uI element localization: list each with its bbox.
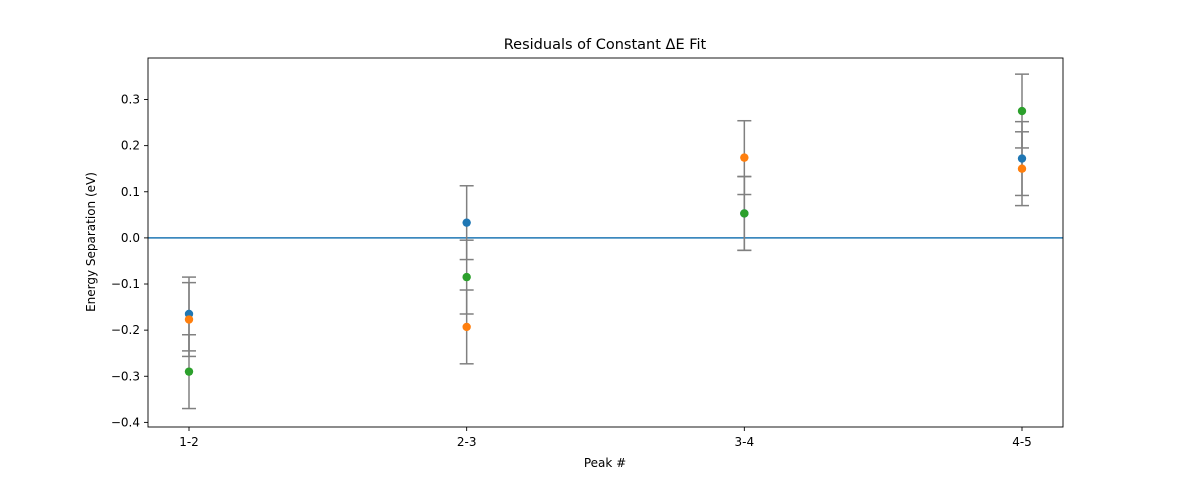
y-axis-label: Energy Separation (eV) bbox=[84, 172, 98, 312]
data-point bbox=[462, 322, 471, 332]
y-tick-label: −0.2 bbox=[111, 323, 140, 337]
x-axis-label: Peak # bbox=[584, 456, 626, 470]
chart-title: Residuals of Constant ΔE Fit bbox=[504, 37, 707, 53]
y-tick-label: −0.4 bbox=[111, 415, 140, 429]
y-tick-label: 0.0 bbox=[121, 231, 140, 245]
data-point bbox=[184, 315, 194, 324]
plot-frame bbox=[147, 57, 1064, 428]
data-point bbox=[462, 218, 471, 227]
y-tick-label: 0.1 bbox=[121, 185, 140, 199]
x-tick-label: 3-4 bbox=[735, 435, 755, 449]
y-tick-label: 0.2 bbox=[121, 139, 140, 153]
y-tick-label: 0.3 bbox=[121, 93, 140, 107]
plot-area: −0.4 −0.3 −0.2 −0.1 0.0 0.1 0.2 0.3 1-2 2-3 3-4 4-5 bbox=[111, 57, 1064, 449]
data-point bbox=[740, 153, 749, 162]
data-point bbox=[740, 209, 749, 218]
x-tick-label: 1-2 bbox=[179, 435, 199, 449]
x-tick-label: 2-3 bbox=[457, 435, 477, 449]
data-point bbox=[1017, 164, 1027, 173]
data-point bbox=[1017, 154, 1027, 163]
y-tick-label: −0.3 bbox=[111, 369, 140, 383]
data-point bbox=[462, 272, 471, 282]
y-tick-label: −0.1 bbox=[111, 277, 140, 291]
data-point bbox=[184, 367, 194, 376]
x-tick-label: 4-5 bbox=[1012, 435, 1032, 449]
data-point bbox=[1017, 106, 1027, 116]
